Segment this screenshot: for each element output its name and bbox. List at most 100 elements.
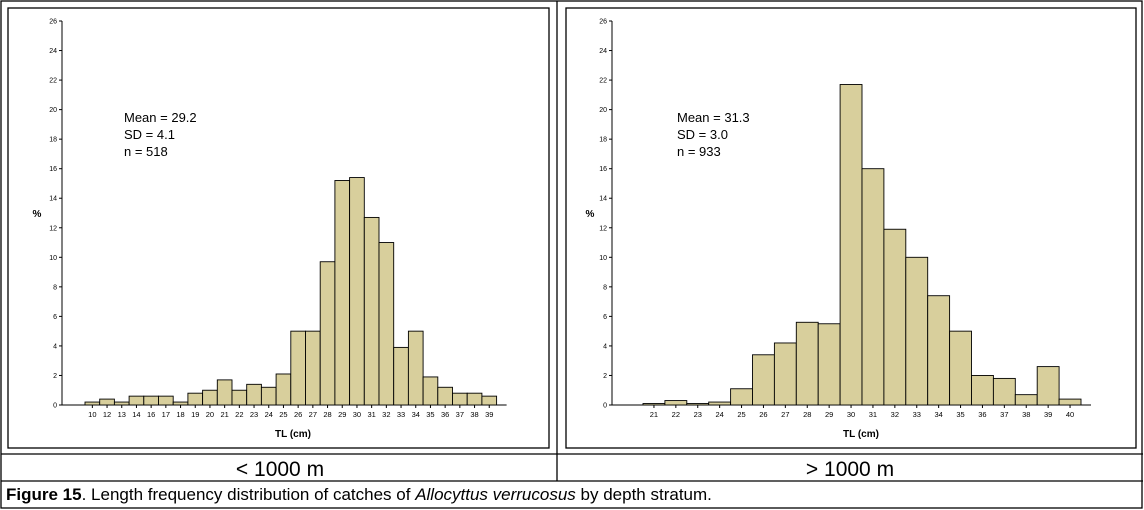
histogram-bar [773,342,797,406]
x-tick-label: 30 [353,410,361,419]
histogram-bar [861,168,885,406]
histogram-bar [84,401,101,406]
chart-panel-left-frame [7,7,550,449]
y-tick-label: 22 [599,78,607,85]
histogram-bar [319,261,336,406]
y-tick-label: 22 [49,78,57,85]
histogram-bar [466,392,483,406]
x-tick-label: 35 [956,410,964,419]
x-tick-label: 34 [412,410,420,419]
y-tick-label: 10 [49,255,57,262]
x-tick-label: 19 [191,410,199,419]
histogram-bar [664,400,688,406]
y-tick-label: 14 [49,196,57,203]
x-tick-label: 27 [781,410,789,419]
depth-label-shallow: < 1000 m [236,458,324,481]
histogram-bar [1058,398,1082,406]
histogram-bar [158,395,174,406]
y-tick-label: 20 [49,107,57,114]
x-tick-label: 16 [147,410,155,419]
x-tick-label: 35 [426,410,434,419]
x-tick-label: 32 [382,410,390,419]
y-tick-label: 20 [599,107,607,114]
histogram-bar [971,375,994,406]
y-tick-label: 12 [599,225,607,232]
y-tick-label: 26 [599,19,607,26]
histogram-bar [437,386,453,406]
histogram-bar [187,392,204,406]
histogram-bar [481,395,498,406]
x-tick-label: 37 [1000,410,1008,419]
histogram-bar [216,379,233,406]
histogram-bar [752,354,775,406]
x-tick-label: 29 [825,410,833,419]
x-tick-label: 23 [694,410,702,419]
x-tick-label: 33 [397,410,405,419]
x-tick-label: 31 [367,410,375,419]
chart-panel-right-frame [565,7,1137,449]
x-tick-label: 21 [650,410,658,419]
histogram-bar [260,386,277,406]
x-tick-label: 37 [456,410,464,419]
x-tick-label: 22 [235,410,243,419]
histogram-bar [113,401,130,406]
histogram-bar [290,330,306,406]
histogram-bar [642,403,666,406]
x-tick-label: 36 [441,410,449,419]
y-tick-label: 6 [603,314,607,321]
x-tick-label: 10 [88,410,96,419]
y-tick-label: 14 [599,196,607,203]
histogram-bar [949,330,972,406]
stats-annotation: Mean = 29.2 [124,110,197,125]
y-tick-label: 0 [603,403,607,410]
histogram-bar [172,401,189,406]
x-tick-label: 13 [118,410,126,419]
histogram-bar [905,256,929,406]
depth-label-deep: > 1000 m [806,458,894,481]
x-tick-label: 39 [1044,410,1052,419]
y-tick-label: 18 [599,137,607,144]
histogram-bar [202,389,218,406]
stats-annotation: SD = 4.1 [124,127,175,142]
histogram-bar [143,395,159,406]
y-tick-label: 18 [49,137,57,144]
x-tick-label: 36 [978,410,986,419]
histogram-bar [686,403,710,406]
y-tick-label: 6 [53,314,57,321]
y-tick-label: 0 [53,403,57,410]
x-tick-label: 29 [338,410,346,419]
x-tick-label: 18 [176,410,184,419]
stats-annotation: Mean = 31.3 [677,110,750,125]
histogram-bar [305,330,321,406]
histogram-bar [349,177,365,406]
y-tick-label: 4 [603,343,607,350]
histogram-bar [407,330,424,406]
x-tick-label: 22 [672,410,680,419]
histogram-bar [927,295,951,406]
x-tick-label: 39 [485,410,493,419]
y-tick-label: 26 [49,19,57,26]
histogram-bar [730,388,753,406]
y-tick-label: 10 [599,255,607,262]
stats-annotation: n = 933 [677,144,721,159]
histogram-bar [708,401,732,406]
histogram-bar [363,216,380,406]
x-axis-title: TL (cm) [275,429,311,440]
histogram-bar [1014,394,1038,406]
stats-annotation: n = 518 [124,144,168,159]
histogram-bar [795,321,819,406]
histogram-bar [128,395,145,406]
histogram-bar [452,392,468,406]
x-tick-label: 25 [279,410,287,419]
y-axis-title: % [33,209,42,220]
x-tick-label: 34 [934,410,942,419]
x-tick-label: 24 [715,410,723,419]
x-tick-label: 26 [759,410,767,419]
histogram-bar [246,383,262,406]
x-tick-label: 31 [869,410,877,419]
histogram-bar [817,323,841,406]
